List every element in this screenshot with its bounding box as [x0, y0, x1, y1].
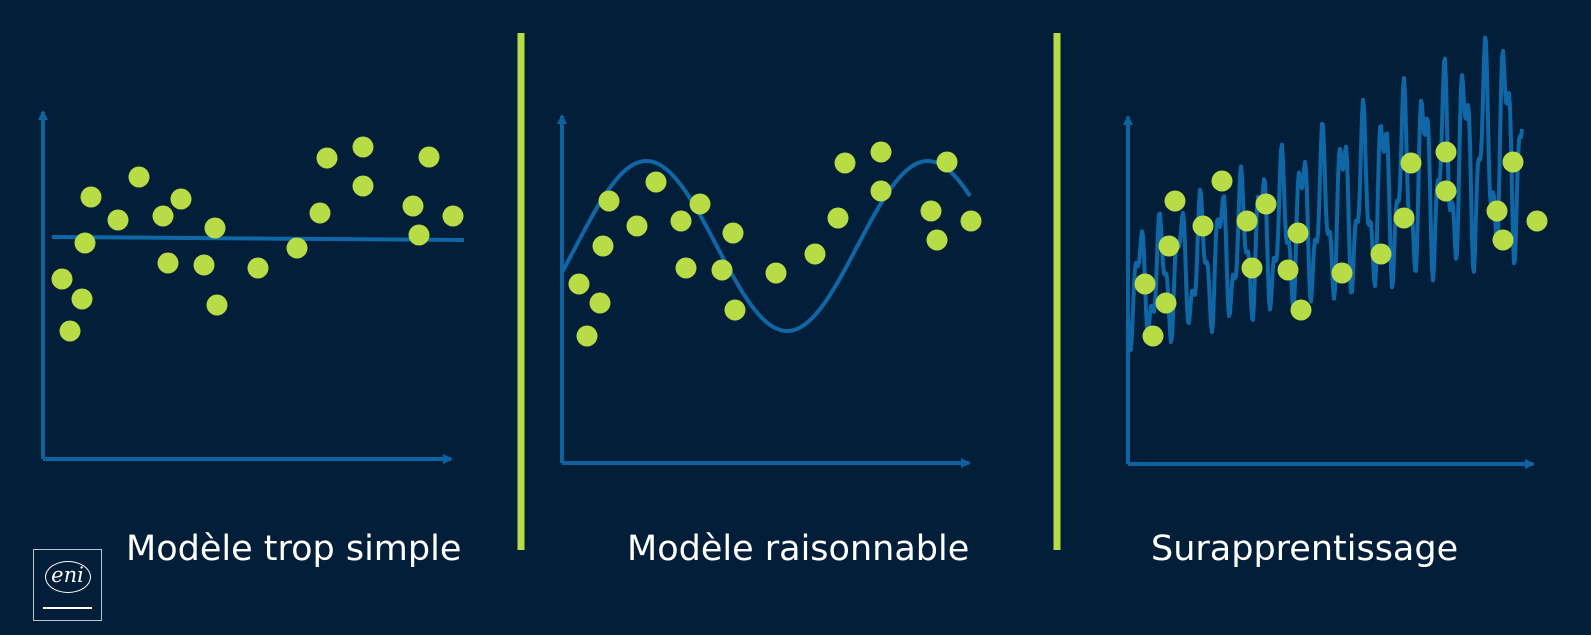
data-point-p3-14 [1331, 262, 1353, 284]
caption-reasonable-model: Modèle raisonnable [627, 529, 970, 569]
eni-logo: eni [33, 549, 102, 621]
overfit-curve [1126, 35, 1524, 353]
data-point-p1-2 [59, 320, 81, 342]
data-point-p2-16 [827, 207, 849, 229]
data-point-p1-23 [442, 205, 464, 227]
data-point-p3-13 [1290, 299, 1312, 321]
data-point-p3-10 [1241, 257, 1263, 279]
data-point-p2-7 [645, 171, 667, 193]
data-point-p2-5 [598, 190, 620, 212]
data-point-p1-21 [408, 224, 430, 246]
data-point-p1-13 [206, 294, 228, 316]
data-point-p3-5 [1164, 190, 1186, 212]
data-point-p3-1 [1134, 273, 1156, 295]
data-point-p3-6 [1192, 215, 1214, 237]
data-point-p1-18 [352, 136, 374, 158]
data-point-p2-13 [724, 299, 746, 321]
data-point-p2-12 [722, 222, 744, 244]
data-point-p2-3 [589, 292, 611, 314]
data-point-p1-6 [107, 209, 129, 231]
reasonable-fit-curve [560, 159, 972, 333]
data-point-p3-2 [1142, 325, 1164, 347]
data-point-p2-2 [576, 325, 598, 347]
data-point-p3-23 [1526, 210, 1548, 232]
data-point-p1-14 [247, 257, 269, 279]
data-point-p2-18 [870, 141, 892, 163]
data-point-p2-17 [834, 152, 856, 174]
data-point-p1-16 [309, 202, 331, 224]
data-point-p3-16 [1393, 207, 1415, 229]
data-point-p2-23 [960, 210, 982, 232]
model-curves [51, 35, 1524, 353]
data-point-p1-11 [193, 254, 215, 276]
data-point-p2-6 [626, 215, 648, 237]
data-point-p1-5 [80, 186, 102, 208]
logo-underline [43, 607, 92, 609]
dividers-and-axes [38, 33, 1535, 550]
data-point-p1-22 [418, 146, 440, 168]
data-point-p1-9 [170, 188, 192, 210]
data-point-p2-8 [670, 210, 692, 232]
data-point-p2-22 [936, 151, 958, 173]
data-point-p3-19 [1435, 180, 1457, 202]
data-point-p2-1 [568, 273, 590, 295]
data-point-p3-12 [1287, 222, 1309, 244]
data-point-p3-11 [1277, 259, 1299, 281]
logo-text: eni [51, 563, 84, 587]
data-point-p1-20 [402, 195, 424, 217]
data-point-p3-21 [1492, 229, 1514, 251]
data-point-p1-1 [51, 268, 73, 290]
data-point-p3-7 [1211, 170, 1233, 192]
data-point-p3-18 [1435, 141, 1457, 163]
data-point-p2-19 [870, 180, 892, 202]
data-point-p2-4 [592, 235, 614, 257]
data-point-p1-10 [157, 252, 179, 274]
data-point-p2-21 [926, 229, 948, 251]
data-points [51, 136, 1548, 347]
data-point-p1-8 [152, 205, 174, 227]
caption-simple-model: Modèle trop simple [126, 529, 462, 569]
data-point-p3-17 [1400, 152, 1422, 174]
underfit-line [51, 235, 465, 242]
logo-ring [45, 561, 91, 593]
data-point-p2-20 [920, 200, 942, 222]
data-point-p3-20 [1486, 200, 1508, 222]
data-point-p1-15 [286, 237, 308, 259]
data-point-p1-17 [316, 147, 338, 169]
data-point-p2-15 [804, 243, 826, 265]
data-point-p1-12 [204, 217, 226, 239]
data-point-p1-3 [71, 288, 93, 310]
data-point-p2-9 [689, 193, 711, 215]
data-point-p3-8 [1236, 210, 1258, 232]
data-point-p1-7 [128, 166, 150, 188]
data-point-p2-14 [765, 262, 787, 284]
data-point-p3-22 [1502, 151, 1524, 173]
data-point-p2-11 [711, 259, 733, 281]
data-point-p3-9 [1255, 193, 1277, 215]
data-point-p1-19 [352, 175, 374, 197]
data-point-p3-4 [1158, 235, 1180, 257]
data-point-p2-10 [675, 257, 697, 279]
data-point-p3-15 [1370, 243, 1392, 265]
caption-overfitting: Surapprentissage [1151, 529, 1459, 569]
data-point-p1-4 [74, 232, 96, 254]
data-point-p3-3 [1155, 292, 1177, 314]
